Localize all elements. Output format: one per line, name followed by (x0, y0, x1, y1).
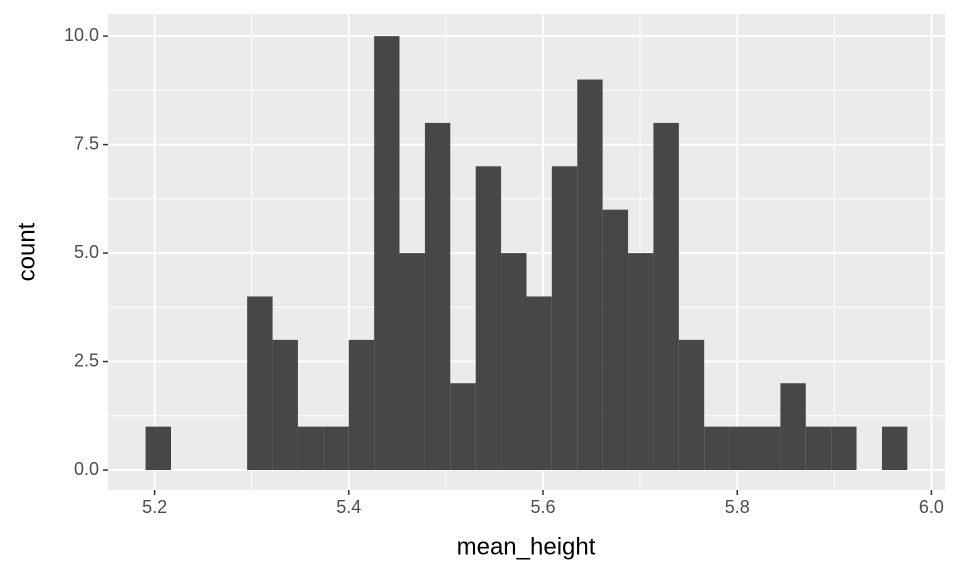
x-tick-label: 5.2 (142, 497, 167, 517)
bar (374, 36, 400, 471)
bar (399, 253, 425, 471)
bar (729, 426, 755, 471)
bar (704, 426, 730, 471)
bar (424, 122, 451, 471)
x-tick-label: 5.8 (725, 497, 750, 517)
bar (450, 383, 476, 471)
bar (805, 426, 832, 471)
bar (628, 253, 654, 471)
bar (602, 209, 629, 471)
bar (348, 339, 375, 471)
bar (145, 426, 172, 471)
bar (551, 166, 578, 471)
bar (247, 296, 273, 471)
x-axis-title: mean_height (457, 533, 596, 560)
bar (526, 296, 552, 471)
y-tick-label: 10.0 (64, 25, 99, 45)
bar (831, 426, 857, 471)
bar (297, 426, 324, 471)
x-tick-label: 5.4 (336, 497, 361, 517)
y-tick-label: 2.5 (74, 350, 99, 370)
bar (577, 79, 603, 471)
x-tick-label: 5.6 (530, 497, 555, 517)
bar (678, 339, 705, 471)
x-tick-label: 6.0 (919, 497, 944, 517)
bar (881, 426, 908, 471)
y-tick-label: 5.0 (74, 242, 99, 262)
bar (780, 383, 806, 471)
y-tick-label: 0.0 (74, 459, 99, 479)
y-tick-label: 7.5 (74, 133, 99, 153)
bar (754, 426, 781, 471)
y-axis-title: count (13, 222, 40, 281)
bar (501, 253, 527, 471)
bar (272, 339, 298, 471)
bar (653, 122, 679, 471)
bar (323, 426, 349, 471)
bar (475, 166, 502, 471)
